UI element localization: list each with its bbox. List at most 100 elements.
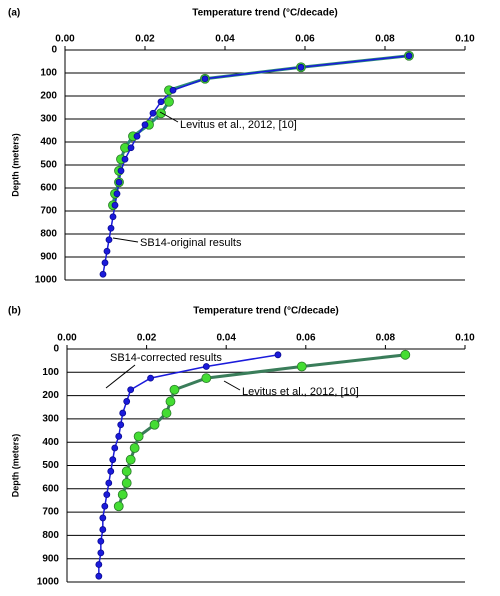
data-point [296,361,307,372]
x-tick-label: 0.08 [375,34,395,45]
data-point [99,514,107,522]
y-tick-label: 900 [40,252,57,263]
label-arrow [112,237,139,243]
data-point [121,478,132,488]
y-tick-label: 400 [42,437,59,448]
data-point [121,155,129,163]
data-point [400,349,411,360]
panel-label: (a) [8,8,20,19]
y-tick-label: 1000 [35,275,58,286]
x-tick-label: 0.04 [216,333,236,344]
series-label: Levitus et al., 2012, [10] [180,119,297,131]
data-point [297,63,305,71]
y-tick-label: 0 [53,344,59,355]
y-tick-label: 300 [42,414,59,425]
data-point [149,419,160,430]
data-point [405,52,413,60]
data-point [119,409,127,417]
data-point [99,270,107,278]
data-point [202,363,210,370]
series-line [117,353,406,507]
data-point [169,86,177,94]
y-tick-label: 300 [40,114,57,125]
data-point [103,247,111,255]
y-axis-title: Depth (meters) [10,133,20,197]
data-point [201,75,209,83]
x-tick-label: 0.00 [55,34,75,45]
y-tick-label: 800 [40,229,57,240]
x-tick-label: 0.04 [215,34,235,45]
data-point [121,466,132,477]
data-point [111,444,119,452]
data-point [101,259,109,267]
label-arrow [223,380,241,391]
y-axis-title: Depth (meters) [10,434,20,498]
y-tick-label: 200 [40,91,57,102]
data-point [169,384,180,395]
x-tick-label: 0.06 [296,333,316,344]
data-point [105,479,113,487]
x-tick-label: 0.00 [57,333,77,344]
x-tick-label: 0.02 [137,333,157,344]
y-tick-label: 600 [42,483,59,494]
series-label: Levitus et al., 2012, [10] [242,386,359,398]
data-point [103,491,111,499]
data-point [147,374,154,382]
series-label: SB14-corrected results [110,352,222,364]
series-label: SB14-original results [140,237,242,249]
data-point [95,572,103,580]
data-point [274,351,282,359]
y-tick-label: 900 [42,553,59,564]
y-tick-label: 200 [42,390,59,401]
data-point [201,373,212,384]
data-point [117,489,128,500]
x-axis-title: Temperature trend (°C/decade) [192,8,338,19]
x-tick-label: 0.06 [295,34,315,45]
data-point [161,408,172,418]
y-tick-label: 600 [40,183,57,194]
y-tick-label: 700 [40,206,57,217]
data-point [105,236,113,244]
x-axis-title: Temperature trend (°C/decade) [193,306,339,317]
data-point [117,167,125,175]
data-point [111,201,119,209]
data-point [117,421,125,429]
y-tick-label: 100 [40,68,57,79]
x-tick-label: 0.10 [455,34,475,45]
data-point [113,190,121,198]
data-point [164,96,174,107]
data-point [115,432,123,440]
y-tick-label: 500 [42,460,59,471]
data-point [113,501,124,512]
data-point [107,224,115,232]
panel-label: (b) [8,306,21,317]
x-tick-label: 0.02 [135,34,155,45]
label-arrow [105,364,136,389]
data-point [95,561,103,568]
label-arrow [159,111,179,123]
x-tick-label: 0.10 [455,333,475,344]
data-point [165,396,176,407]
data-point [157,98,165,106]
data-point [97,549,105,557]
data-point [99,526,107,533]
data-point [101,502,109,510]
data-point [109,456,117,464]
y-tick-label: 0 [51,45,57,56]
data-point [156,108,166,119]
data-point [125,454,136,465]
data-point [123,398,131,405]
y-tick-label: 800 [42,530,59,541]
y-tick-label: 1000 [37,577,60,588]
y-tick-label: 100 [42,367,59,378]
data-point [129,443,140,453]
data-point [107,467,115,475]
data-point [115,178,123,186]
data-point [141,121,149,129]
y-tick-label: 700 [42,507,59,518]
y-tick-label: 400 [40,137,57,148]
x-tick-label: 0.08 [376,333,396,344]
y-tick-label: 500 [40,160,57,171]
data-point [127,144,135,152]
